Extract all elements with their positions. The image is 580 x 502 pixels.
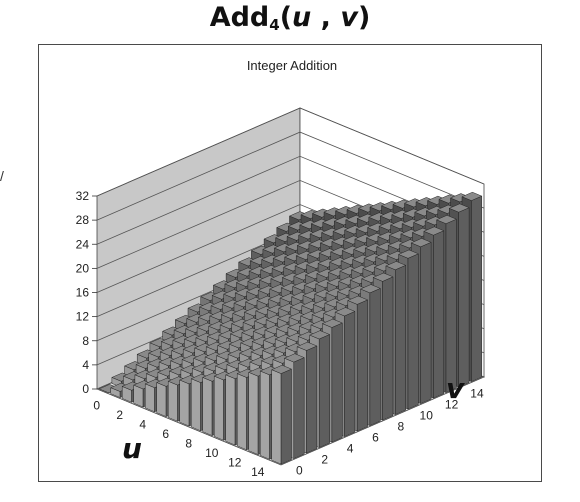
title-var-u: u xyxy=(292,2,312,33)
u-tick-label: 8 xyxy=(185,436,192,450)
v-tick-label: 2 xyxy=(321,452,328,466)
z-tick-label: 16 xyxy=(76,286,90,300)
bar-side-face xyxy=(471,195,483,382)
u-tick-label: 6 xyxy=(162,427,169,441)
bar-top-face xyxy=(359,284,381,294)
bar-top-face xyxy=(385,261,407,271)
z-tick-label: 8 xyxy=(82,334,89,348)
bar-side-face xyxy=(433,230,445,399)
bar-top-face xyxy=(397,249,420,259)
title-separator: , xyxy=(311,2,341,33)
gridline xyxy=(96,131,485,221)
bar-side-face xyxy=(356,299,368,432)
z-tick-label: 0 xyxy=(82,382,89,396)
bar-top-face xyxy=(309,330,331,340)
bar-top-face xyxy=(372,272,394,282)
bar-top-face xyxy=(321,318,343,328)
bar-top-face xyxy=(435,215,458,224)
bar-side-face xyxy=(331,322,343,443)
v-tick-label: 8 xyxy=(398,419,405,433)
bar-top-face xyxy=(283,353,305,363)
z-tick-label: 28 xyxy=(76,213,90,227)
bar-top-face xyxy=(347,295,369,305)
v-tick-label: 12 xyxy=(445,397,459,411)
chart-bars xyxy=(98,191,483,465)
z-tick-label: 4 xyxy=(82,358,89,372)
gridline xyxy=(96,107,485,197)
v-tick-label: 0 xyxy=(296,463,303,477)
bar-side-face xyxy=(280,368,292,465)
bar-front-face xyxy=(225,374,236,446)
z-tick-label: 24 xyxy=(76,237,90,251)
bar-front-face xyxy=(167,380,178,422)
z-tick-label: 12 xyxy=(76,310,90,324)
bar-side-face xyxy=(445,218,457,393)
title-subscript: 4 xyxy=(269,16,280,34)
bar-front-face xyxy=(236,373,247,451)
bar-side-face xyxy=(420,241,432,404)
bar-front-face xyxy=(259,370,270,460)
v-tick-label: 4 xyxy=(347,441,354,455)
u-tick-label: 4 xyxy=(139,417,146,431)
bar-front-face xyxy=(179,379,190,427)
v-axis-label: v xyxy=(446,372,465,405)
u-tick-label: 2 xyxy=(116,408,123,422)
bar-side-face xyxy=(382,276,394,421)
bar-front-face xyxy=(144,383,155,413)
u-axis-label: u xyxy=(122,432,142,465)
bar xyxy=(271,364,293,465)
bar-top-face xyxy=(448,203,470,213)
z-tick-label: 32 xyxy=(76,189,90,203)
bar-top-face xyxy=(271,364,293,374)
v-tick-label: 6 xyxy=(372,430,379,444)
bar-top-face xyxy=(423,226,445,236)
bar-top-face xyxy=(296,341,318,351)
bar-side-face xyxy=(369,288,381,426)
v-tick-label: 14 xyxy=(470,386,484,400)
bar-front-face xyxy=(156,382,167,417)
u-tick-label: 0 xyxy=(93,398,100,412)
bar-side-face xyxy=(306,345,318,454)
bar-side-face xyxy=(344,311,356,437)
title-main: Add xyxy=(209,2,270,33)
bar-side-face xyxy=(293,357,305,459)
title-var-v: v xyxy=(340,2,358,33)
left-edge-mark: / xyxy=(0,168,4,184)
chart-title: Integer Addition xyxy=(247,58,337,73)
bar-front-face xyxy=(190,378,201,432)
bar-front-face xyxy=(213,375,224,441)
bar-side-face xyxy=(458,207,470,388)
bar-top-face xyxy=(410,238,432,248)
bar-top-face xyxy=(461,191,483,201)
u-tick-label: 10 xyxy=(205,446,219,460)
u-tick-label: 12 xyxy=(228,455,242,469)
u-tick-label: 14 xyxy=(251,465,265,479)
bar-top-face xyxy=(334,307,356,317)
bar-front-face xyxy=(271,369,282,465)
v-tick-label: 10 xyxy=(420,408,434,422)
bar-side-face xyxy=(318,334,330,448)
title-close-paren: ) xyxy=(357,2,371,33)
bar-side-face xyxy=(407,253,419,410)
page-title: Add4(u , v) xyxy=(0,2,580,34)
bar-front-face xyxy=(202,377,213,436)
z-tick-label: 20 xyxy=(76,261,90,275)
title-open-paren: ( xyxy=(279,2,293,33)
bar-side-face xyxy=(395,264,406,415)
bar-front-face xyxy=(248,371,259,455)
